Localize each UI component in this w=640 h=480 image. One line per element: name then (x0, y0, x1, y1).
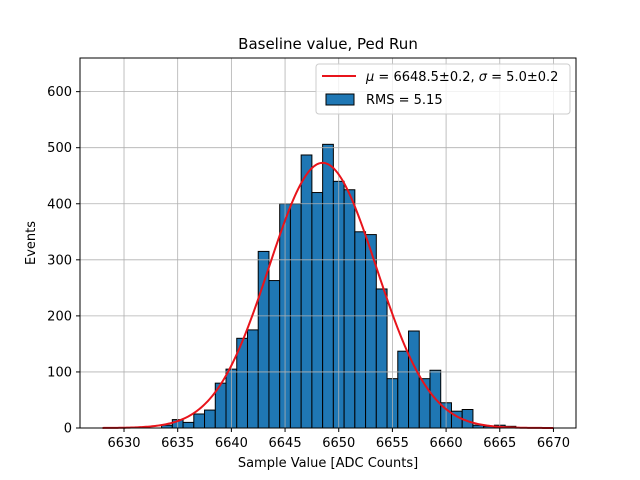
y-tick-label: 200 (47, 309, 72, 324)
legend-mu-symbol: μ = (365, 70, 393, 85)
x-tick-label: 6665 (483, 436, 516, 451)
legend-box (315, 63, 571, 115)
histogram-bar (343, 189, 356, 429)
legend-histogram-label: RMS = 5.15 (366, 93, 443, 108)
legend-mu-value: 6648.5±0.2 (393, 70, 470, 85)
histogram-bar (204, 409, 216, 429)
x-tick-label: 6635 (161, 436, 194, 451)
histogram-bar (257, 250, 270, 429)
y-tick-label: 400 (47, 197, 72, 212)
legend-sigma-value: 5.0±0.2 (506, 70, 558, 85)
histogram-bar (322, 143, 334, 429)
y-tick-label: 300 (47, 253, 72, 268)
histogram-bar (408, 330, 420, 429)
y-tick-label: 100 (47, 365, 72, 380)
legend-separator: , (471, 70, 479, 85)
histogram-bar (354, 231, 367, 429)
x-tick-label: 6650 (322, 436, 355, 451)
legend: μ = 6648.5±0.2, σ = 5.0±0.2 RMS = 5.15 (315, 63, 571, 115)
histogram-bar (246, 329, 259, 429)
x-tick-label: 6640 (215, 436, 248, 451)
legend-fit-label: μ = 6648.5±0.2, σ = 5.0±0.2 (365, 70, 558, 85)
x-tick-label: 6655 (376, 436, 409, 451)
histogram-bar (193, 413, 206, 429)
x-tick-label: 6645 (269, 436, 302, 451)
histogram-bar (375, 288, 388, 429)
legend-histogram-swatch (325, 93, 355, 106)
histogram-bar (397, 350, 410, 429)
x-axis-label: Sample Value [ADC Counts] (238, 456, 418, 471)
histogram-bar (182, 421, 195, 429)
x-axis-ticks: 6630 6635 6640 6645 6650 6655 6660 6665 6670 (107, 428, 570, 451)
y-axis-ticks: 0 100 200 300 400 500 600 (47, 85, 80, 437)
histogram-bar (311, 192, 324, 429)
legend-sigma-symbol: σ = (479, 70, 506, 85)
chart-title: Baseline value, Ped Run (238, 35, 418, 53)
y-tick-label: 0 (64, 422, 72, 437)
histogram-bar (300, 154, 313, 429)
y-axis-label: Events (24, 221, 39, 265)
y-tick-label: 500 (47, 141, 72, 156)
x-tick-label: 6630 (107, 436, 140, 451)
x-tick-label: 6670 (537, 436, 570, 451)
x-tick-label: 6660 (430, 436, 463, 451)
histogram-bar (268, 280, 281, 429)
plot-frame (79, 57, 577, 429)
gaussian-fit-curve (102, 161, 554, 429)
y-tick-label: 600 (47, 85, 72, 100)
